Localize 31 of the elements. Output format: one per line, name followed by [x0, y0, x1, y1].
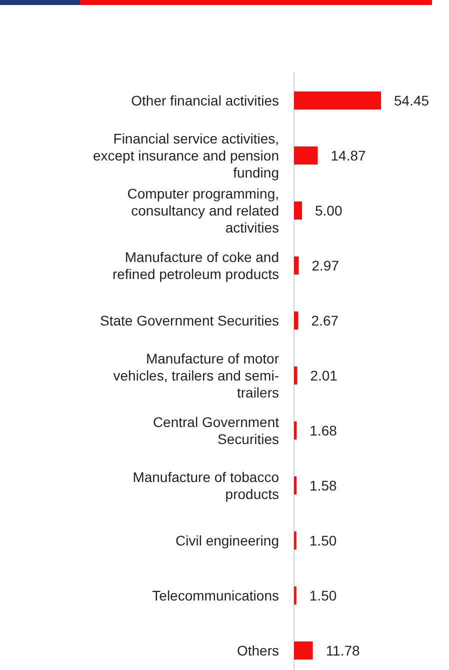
bar	[294, 312, 298, 330]
y-tick-label: Manufacture of coke and refined petroleum products	[112, 249, 279, 282]
bar	[294, 92, 381, 110]
y-tick-label: Others	[236, 642, 279, 658]
data-label: 2.01	[310, 368, 338, 384]
data-label: 2.67	[311, 312, 339, 328]
y-tick-label: Manufacture of motor vehicles, trailers and semi-trailers	[113, 350, 280, 400]
data-label: 1.50	[309, 532, 337, 548]
bar	[294, 256, 299, 274]
bar	[294, 366, 298, 384]
bar	[294, 476, 297, 494]
data-label: 11.78	[326, 642, 360, 658]
data-label: 5.00	[314, 202, 342, 218]
y-tick-label: Other financial activities	[131, 92, 279, 108]
bar	[294, 202, 302, 220]
y-tick-label: State Government Securities	[100, 312, 279, 328]
data-label: 1.68	[310, 422, 338, 438]
bar	[294, 642, 313, 660]
y-tick-label: Central Government Securities	[152, 414, 280, 447]
bar	[294, 422, 297, 440]
y-tick-label: Financial service activities, except insurance and pension funding	[92, 130, 279, 180]
y-tick-label: Manufacture of tobacco products	[132, 469, 280, 502]
data-label: 1.50	[309, 588, 337, 604]
data-label: 1.58	[310, 478, 337, 494]
data-label: 14.87	[330, 148, 366, 164]
bar	[294, 146, 318, 164]
y-tick-label: Computer programming, consultancy and related activities	[127, 186, 279, 236]
y-tick-label: Telecommunications	[152, 588, 279, 604]
data-label: 2.97	[312, 258, 340, 274]
y-tick-label: Civil engineering	[175, 532, 279, 548]
data-label: 54.45	[394, 92, 430, 108]
